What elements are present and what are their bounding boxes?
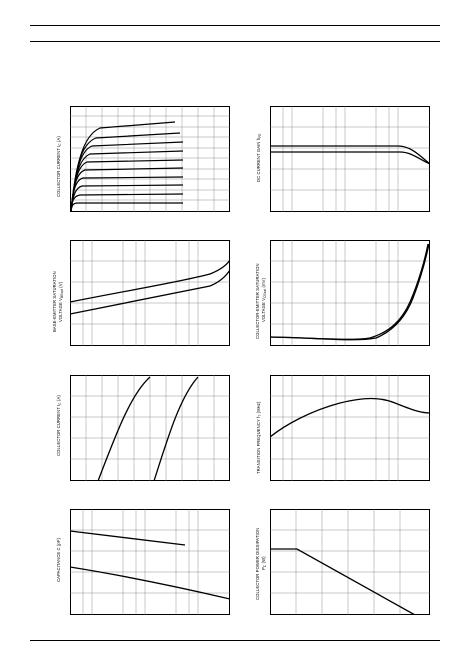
chart-hfe-ic-ylabel: DC CURRENT GAIN hFE xyxy=(256,133,262,182)
chart-vcesat-ic-svg xyxy=(270,240,430,346)
chart-cap-vr-ylabel: CAPACITANCE C (pF) xyxy=(56,538,61,582)
chart-pc-ta-ylabel: COLLECTOR POWER DISSIPATION xyxy=(255,527,260,600)
chart-hfe-ic-svg xyxy=(270,106,430,212)
chart-vbesat-ic-grid xyxy=(70,240,230,346)
chart-pc-ta-grid xyxy=(270,509,430,615)
chart-pc-ta-svg xyxy=(270,509,430,615)
chart-ft-ic-svg xyxy=(270,375,430,481)
chart-cap-vr-svg xyxy=(70,509,230,615)
chart-vcesat-ic-curves xyxy=(270,243,430,341)
chart-hfe-ic-curves xyxy=(270,145,430,165)
chart-pc-ta xyxy=(270,509,430,615)
chart-ic-vbe xyxy=(70,375,230,481)
chart-ic-vce-curves xyxy=(70,121,184,212)
chart-hfe-ic-grid xyxy=(270,106,430,212)
chart-vbesat-ic-svg xyxy=(70,240,230,346)
chart-ic-vbe-svg xyxy=(70,375,230,481)
chart-ft-ic-ylabel: TRANSITION FREQUENCY fT (MHz) xyxy=(256,401,262,475)
chart-hfe-ic xyxy=(270,106,430,212)
chart-ft-ic-curves xyxy=(270,397,430,438)
header-rule-bottom xyxy=(30,41,440,42)
header-rule-top xyxy=(30,25,440,26)
chart-vcesat-ic-ylabel: COLLECTOR-EMITTER SATURATION xyxy=(255,263,260,339)
footer-rule xyxy=(30,640,440,641)
chart-vbesat-ic-ylabel: BASE-EMITTER SATURATION xyxy=(52,271,57,332)
chart-vbesat-ic xyxy=(70,240,230,346)
chart-vbesat-ic-ylabel2: VOLTAGE VBEsat (V) xyxy=(58,281,64,322)
chart-ic-vbe-curves xyxy=(97,376,199,481)
chart-cap-vr xyxy=(70,509,230,615)
chart-ic-vbe-grid xyxy=(70,375,230,481)
chart-cap-vr-curves xyxy=(70,530,230,600)
chart-ic-vce-svg xyxy=(70,106,230,212)
chart-pc-ta-curves xyxy=(270,548,416,615)
chart-ic-vbe-ylabel: COLLECTOR CURRENT IC (A) xyxy=(56,395,62,456)
chart-ic-vce-ylabel: COLLECTOR CURRENT IC (A) xyxy=(56,136,62,197)
chart-vcesat-ic xyxy=(270,240,430,346)
chart-vcesat-ic-ylabel2: VOLTAGE VCEsat (mV) xyxy=(261,278,267,322)
chart-pc-ta-ylabel2: PC (W) xyxy=(261,556,267,570)
chart-vbesat-ic-curves xyxy=(70,259,230,315)
chart-ft-ic xyxy=(270,375,430,481)
chart-ic-vce xyxy=(70,106,230,212)
